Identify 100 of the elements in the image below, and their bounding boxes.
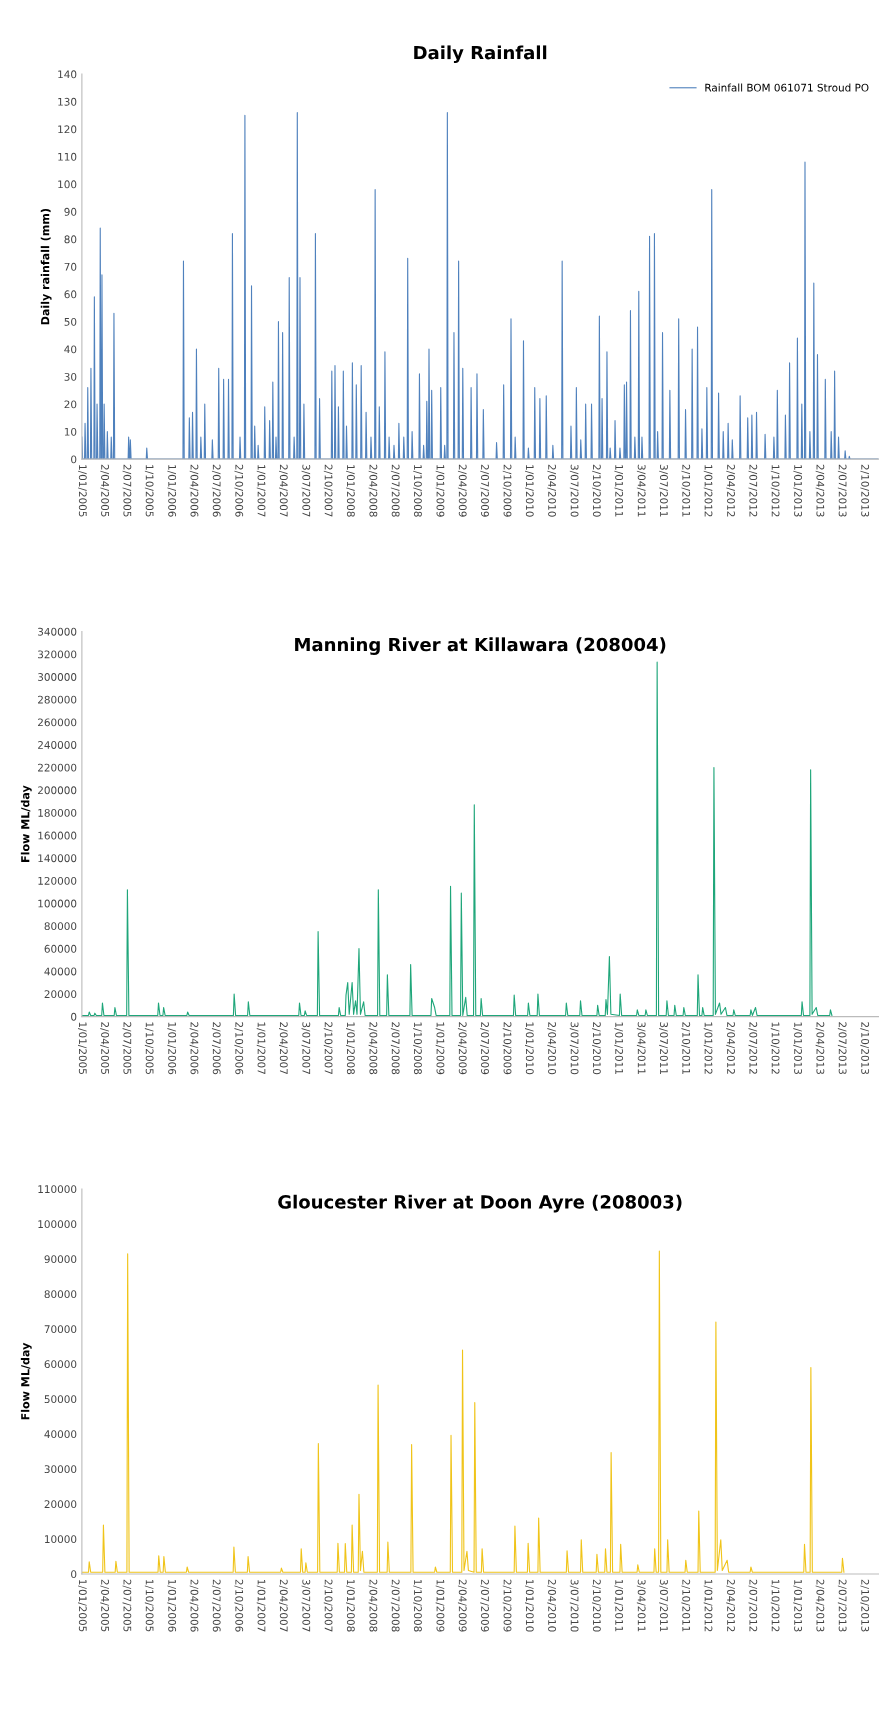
x-tick-label: 1/01/2006 (167, 465, 177, 517)
x-tick-label: 1/01/2006 (167, 1580, 177, 1632)
x-tick-label: 2/10/2009 (502, 1022, 512, 1075)
x-tick-label: 2/07/2008 (390, 464, 400, 517)
x-tick-label: 2/04/2007 (279, 464, 288, 517)
x-tick-label: 3/04/2011 (636, 464, 646, 517)
y-tick-label: 40000 (44, 1430, 77, 1439)
x-tick-label: 1/01/2008 (346, 465, 355, 517)
x-tick-label: 1/01/2009 (435, 465, 445, 517)
y-tick-label: 0 (71, 1570, 77, 1579)
x-tick-label: 2/04/2005 (100, 1579, 110, 1632)
legend-label: Rainfall BOM 061071 Stroud PO (705, 83, 869, 92)
x-tick-label: 3/07/2007 (301, 464, 311, 517)
x-tick-label: 2/04/2006 (189, 1022, 199, 1075)
x-tick-label: 2/04/2008 (368, 464, 378, 517)
y-tick-label: 320000 (38, 650, 77, 659)
x-tick-label: 1/01/2011 (614, 1022, 624, 1074)
x-tick-label: 1/10/2005 (144, 1580, 154, 1632)
y-tick-label: 70000 (44, 1325, 77, 1334)
x-tick-label: 1/10/2008 (413, 1580, 422, 1632)
x-tick-label: 2/04/2013 (815, 1022, 825, 1075)
x-tick-label: 1/10/2012 (770, 1022, 780, 1074)
y-tick-label: 30000 (44, 1465, 77, 1474)
x-tick-label: 2/04/2010 (547, 1579, 556, 1632)
x-tick-label: 2/04/2005 (100, 464, 110, 517)
y-tick-label: 80000 (44, 1290, 77, 1299)
x-tick-label: 2/04/2005 (100, 1022, 110, 1074)
x-tick-label: 1/01/2013 (793, 1580, 803, 1632)
x-tick-label: 2/10/2010 (592, 1579, 601, 1632)
y-tick-label: 70 (64, 262, 77, 271)
y-tick-label: 60000 (44, 1360, 77, 1369)
y-tick-label: 140000 (38, 854, 77, 863)
y-tick-label: 0 (71, 1012, 77, 1021)
x-tick-label: 2/07/2006 (211, 464, 221, 517)
x-tick-label: 2/07/2008 (390, 1022, 400, 1075)
y-tick-label: 140 (58, 70, 77, 79)
chart-title: Gloucester River at Doon Ayre (208003) (278, 1194, 682, 1213)
y-tick-label: 340000 (38, 627, 77, 636)
x-tick-label: 2/04/2010 (547, 464, 556, 517)
x-tick-label: 2/04/2012 (726, 1022, 735, 1074)
x-tick-label: 1/01/2010 (525, 465, 534, 517)
y-tick-label: 240000 (38, 741, 77, 749)
x-tick-label: 2/04/2010 (547, 1022, 556, 1075)
x-tick-label: 2/04/2009 (457, 1022, 467, 1075)
y-tick-label: 260000 (38, 718, 77, 727)
x-tick-label: 2/07/2006 (211, 1579, 221, 1632)
y-tick-label: 120 (58, 125, 77, 134)
x-tick-label: 3/07/2011 (659, 1579, 668, 1632)
y-tick-label: 50 (64, 317, 77, 326)
y-tick-label: 80000 (44, 922, 77, 931)
x-tick-label: 2/10/2011 (681, 1022, 691, 1074)
x-tick-label: 2/10/2010 (592, 464, 601, 517)
x-tick-label: 1/01/2009 (435, 1022, 445, 1075)
x-tick-label: 2/07/2005 (122, 1022, 132, 1074)
x-tick-label: 2/10/2013 (860, 464, 870, 517)
y-tick-label: 110 (58, 152, 77, 161)
x-tick-label: 1/01/2012 (703, 1580, 713, 1632)
x-tick-label: 3/04/2011 (636, 1022, 646, 1074)
y-tick-label: 280000 (38, 695, 77, 704)
y-tick-label: 90 (64, 207, 77, 216)
x-tick-label: 3/07/2007 (301, 1579, 311, 1632)
y-tick-label: 120000 (38, 876, 77, 885)
x-tick-label: 2/10/2006 (234, 1579, 244, 1632)
x-tick-label: 2/07/2012 (748, 1579, 758, 1632)
x-tick-label: 1/10/2008 (413, 1022, 422, 1075)
x-tick-label: 2/10/2013 (860, 1022, 870, 1075)
x-tick-label: 3/07/2010 (569, 1022, 579, 1075)
x-tick-label: 2/10/2013 (860, 1579, 870, 1632)
y-tick-label: 110000 (38, 1185, 77, 1194)
y-tick-label: 300000 (38, 673, 77, 681)
x-tick-label: 2/04/2008 (368, 1022, 378, 1075)
x-tick-label: 1/01/2011 (614, 465, 624, 517)
y-axis-title: Flow ML/day (20, 1342, 32, 1420)
x-tick-label: 2/10/2007 (323, 1579, 333, 1632)
x-tick-label: 1/01/2011 (614, 1580, 624, 1632)
x-tick-label: 1/01/2013 (793, 1022, 803, 1075)
x-tick-label: 3/04/2011 (636, 1579, 646, 1632)
x-tick-label: 2/10/2011 (681, 464, 691, 517)
y-tick-label: 220000 (38, 763, 77, 772)
x-tick-label: 2/04/2013 (815, 1579, 825, 1632)
y-axis-title: Daily rainfall (mm) (40, 208, 52, 325)
line-series (81, 661, 833, 1017)
x-tick-label: 2/07/2013 (837, 1579, 847, 1632)
x-tick-label: 1/10/2005 (144, 465, 154, 517)
y-tick-label: 60000 (44, 944, 77, 953)
x-tick-label: 2/04/2013 (815, 464, 825, 517)
x-tick-label: 1/01/2012 (703, 1022, 713, 1074)
x-tick-label: 2/07/2013 (837, 1022, 847, 1075)
x-tick-label: 2/04/2007 (279, 1579, 288, 1632)
y-tick-label: 40 (64, 345, 77, 354)
x-tick-label: 2/10/2009 (502, 1579, 512, 1632)
y-tick-label: 180000 (38, 808, 77, 817)
x-tick-label: 1/01/2008 (346, 1022, 355, 1075)
y-tick-label: 30 (64, 372, 77, 381)
y-tick-label: 100000 (38, 1220, 77, 1229)
x-tick-label: 1/01/2005 (78, 1580, 87, 1632)
y-tick-label: 20 (64, 400, 77, 409)
y-tick-label: 10 (64, 427, 77, 436)
x-tick-label: 2/04/2008 (368, 1579, 378, 1632)
x-tick-label: 1/10/2008 (413, 465, 422, 517)
